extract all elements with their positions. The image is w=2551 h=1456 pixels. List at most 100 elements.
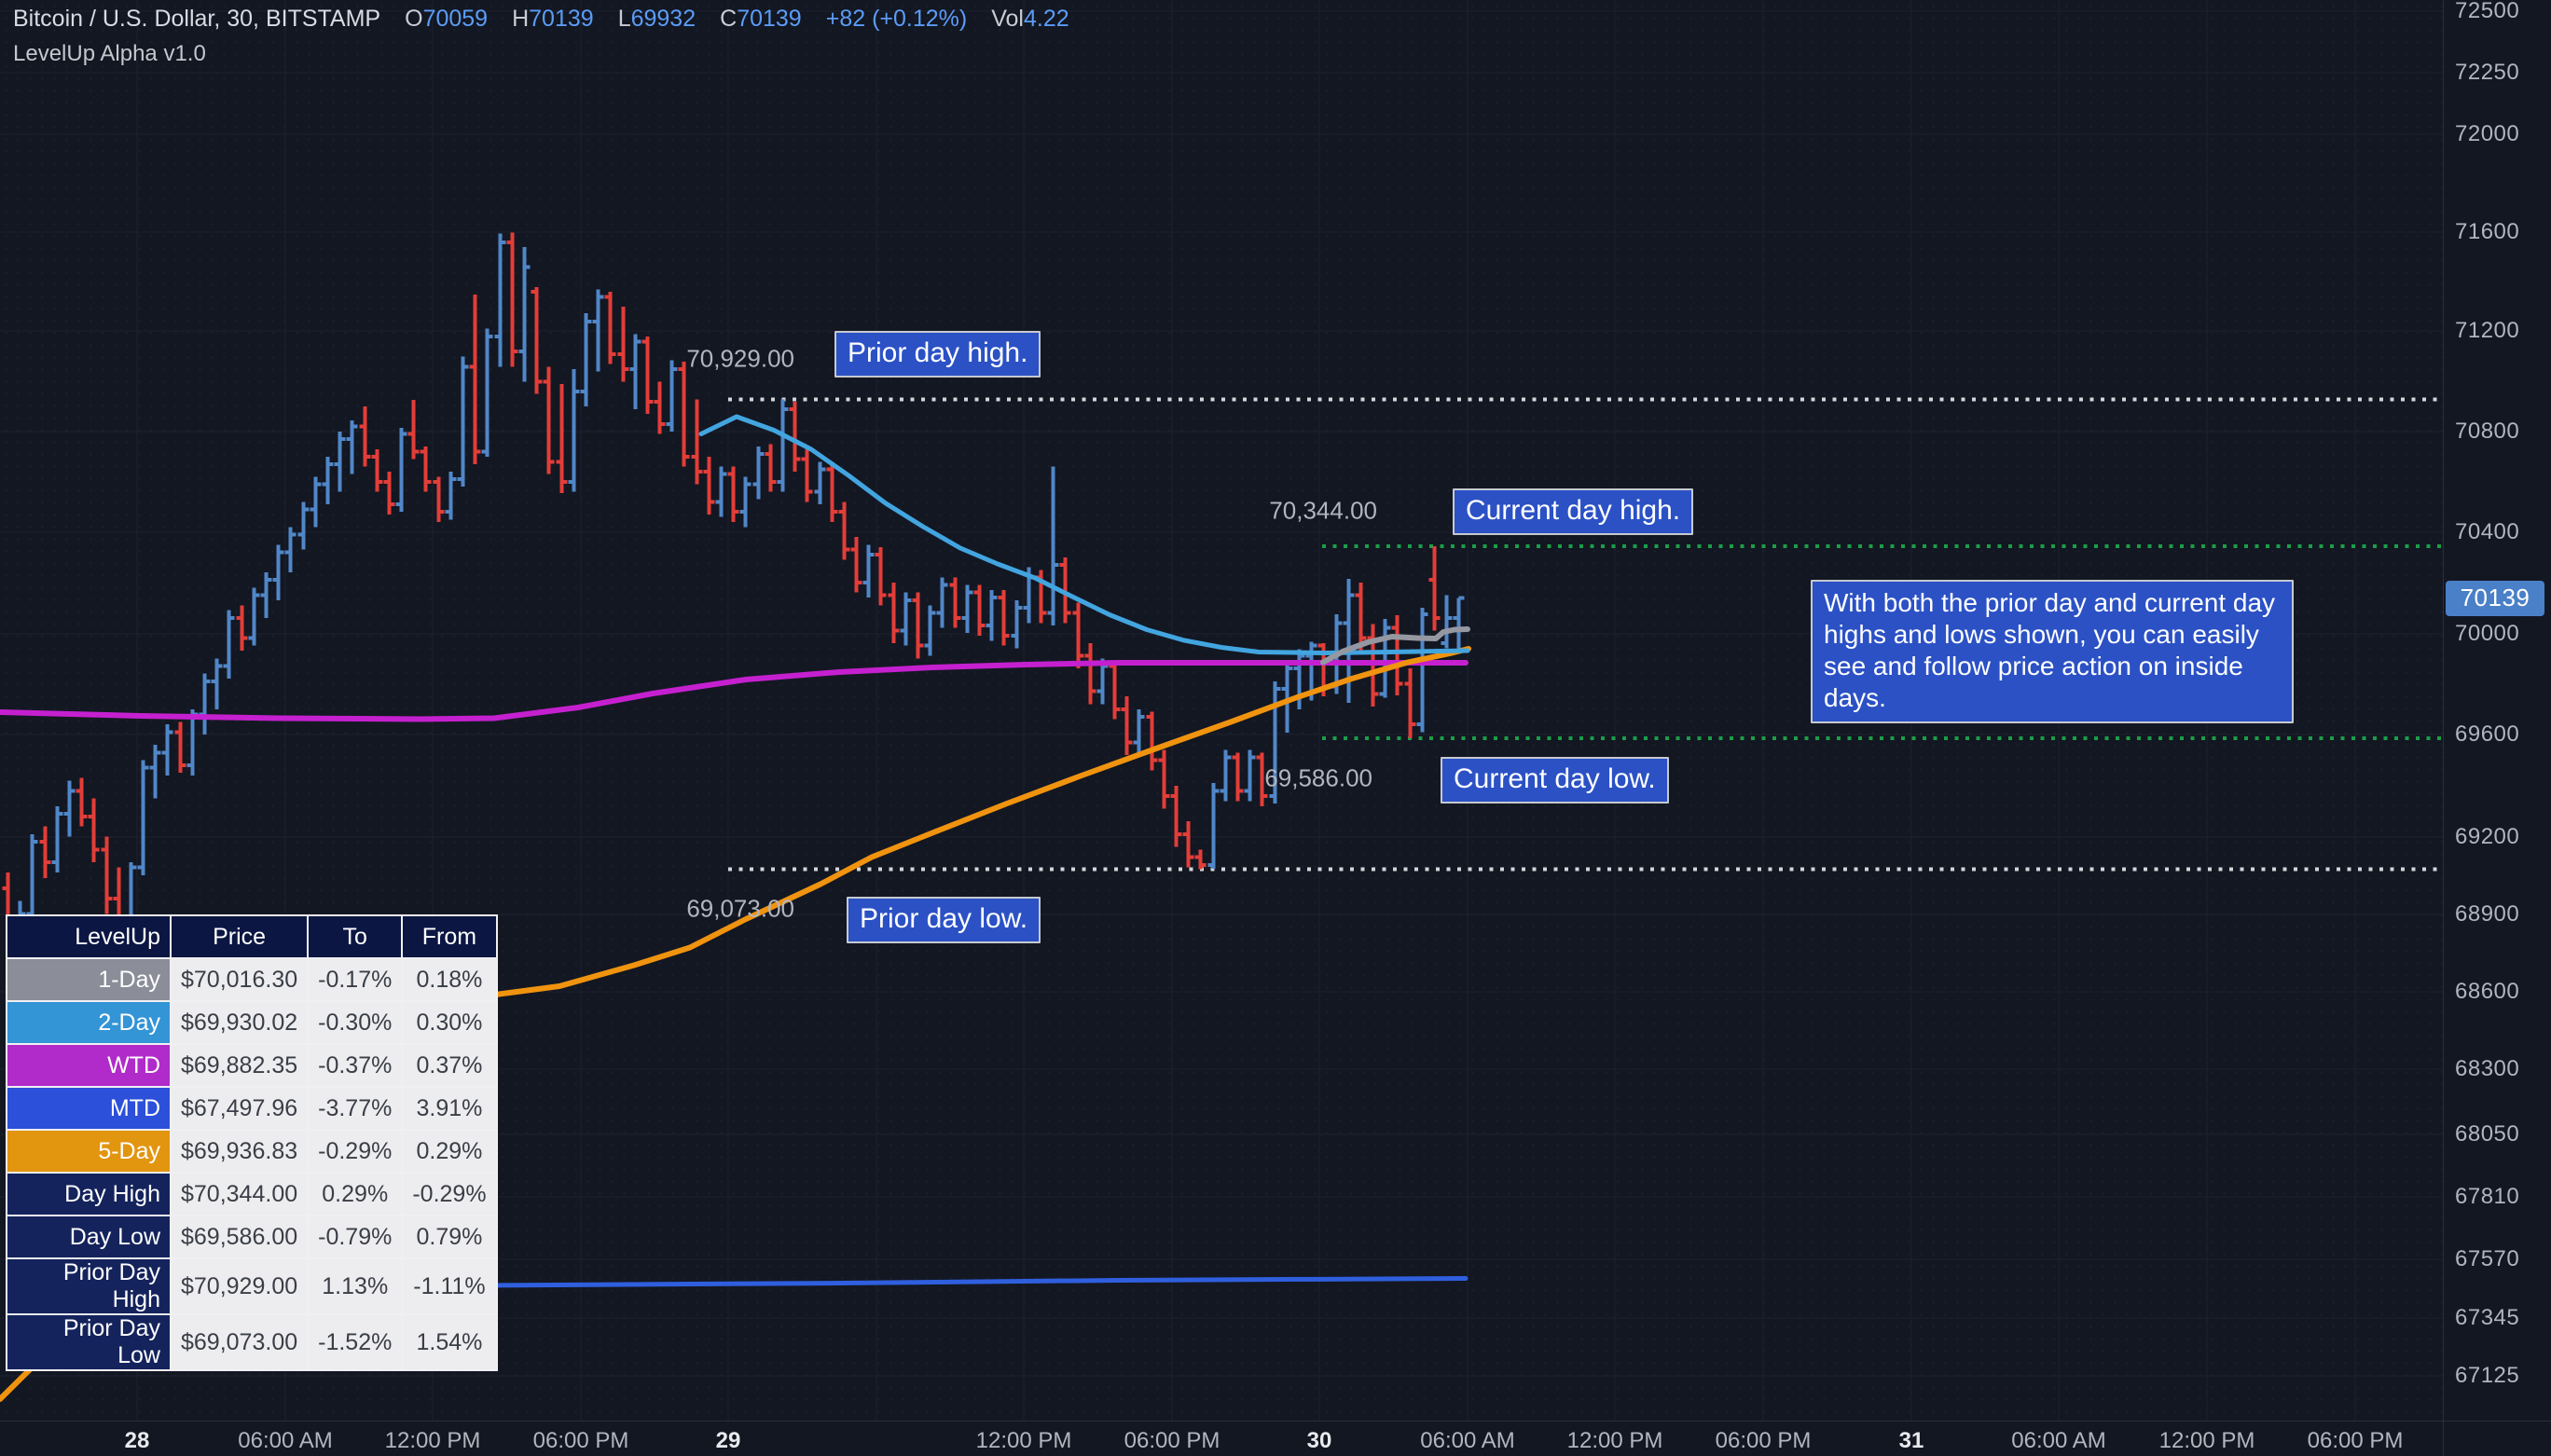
level-from: -0.29% (401, 1172, 498, 1216)
level-name: WTD (6, 1043, 172, 1088)
level-name: Day Low (6, 1215, 172, 1259)
level-price: $69,930.02 (169, 1000, 310, 1045)
level-to: -0.29% (307, 1129, 404, 1174)
indicator-title[interactable]: LevelUp Alpha v1.0 (13, 41, 206, 66)
level-to: 1.13% (307, 1257, 404, 1315)
level-price: $70,344.00 (169, 1172, 310, 1216)
price-axis-border (2443, 0, 2444, 1456)
price-tick-label: 69200 (2455, 824, 2520, 849)
price-tick-label: 68300 (2455, 1056, 2520, 1081)
time-tick-label: 06:00 PM (1715, 1428, 1812, 1453)
ma-line-1-day (1320, 626, 1470, 666)
last-price-badge: 70139 (2446, 580, 2544, 616)
column-header-levelup: LevelUp (6, 914, 172, 959)
symbol-title[interactable]: Bitcoin / U.S. Dollar, 30, BITSTAMP (13, 6, 381, 32)
levelup-table: LevelUp Price To From 1-Day $70,016.30 -0.17% 0… (6, 914, 498, 1371)
level-to: -0.79% (307, 1215, 404, 1259)
level-price: $69,882.35 (169, 1043, 310, 1088)
time-tick-label: 06:00 PM (1124, 1428, 1220, 1453)
level-name: Day High (6, 1172, 172, 1216)
level-name: MTD (6, 1086, 172, 1131)
time-tick-label: 12:00 PM (975, 1428, 1072, 1453)
price-tick-label: 72250 (2455, 60, 2520, 85)
level-price: $70,016.30 (169, 957, 310, 1002)
level-to: -0.30% (307, 1000, 404, 1045)
price-tick-label: 68900 (2455, 901, 2520, 927)
price-axis[interactable]: 70139 72500 72250 72000 71600 71200 70800 7040… (2444, 0, 2551, 1421)
levelup-row-mtd: MTD $67,497.96 -3.77% 3.91% (6, 1086, 498, 1131)
prior-day-low-note[interactable]: Prior day low. (847, 897, 1041, 943)
explainer-note[interactable]: With both the prior day and current day … (1811, 580, 2294, 723)
price-tick-label: 72500 (2455, 0, 2520, 23)
time-axis-border (0, 1421, 2551, 1422)
level-name: Prior Day Low (6, 1313, 172, 1371)
time-tick-label: 06:00 PM (532, 1428, 629, 1453)
column-header-price: Price (169, 914, 310, 959)
ma-line-2-day (698, 414, 1470, 655)
ma-line-mtd (479, 1276, 1469, 1288)
price-tick-label: 67570 (2455, 1246, 2520, 1271)
level-to: -1.52% (307, 1313, 404, 1371)
level-from: 0.18% (401, 957, 498, 1002)
chart-pane[interactable]: 70,929.00 70,344.00 69,586.00 69,073.00 … (0, 0, 2443, 1421)
levelup-row-day-low: Day Low $69,586.00 -0.79% 0.79% (6, 1215, 498, 1259)
level-name: Prior Day High (6, 1257, 172, 1315)
price-tick-label: 67810 (2455, 1184, 2520, 1209)
price-tick-label: 68600 (2455, 979, 2520, 1004)
level-from: 0.37% (401, 1043, 498, 1088)
price-tick-label: 67345 (2455, 1305, 2520, 1330)
level-price: $67,497.96 (169, 1086, 310, 1131)
symbol-header[interactable]: Bitcoin / U.S. Dollar, 30, BITSTAMP O700… (13, 6, 1069, 33)
levelup-row-5-day: 5-Day $69,936.83 -0.29% 0.29% (6, 1129, 498, 1174)
current-day-high-note[interactable]: Current day high. (1453, 488, 1694, 535)
time-tick-label: 06:00 AM (238, 1428, 333, 1453)
ohlc-close: C70139 (720, 6, 802, 32)
level-to: 0.29% (307, 1172, 404, 1216)
time-tick-label: 06:00 AM (1420, 1428, 1515, 1453)
ohlc-high: H70139 (512, 6, 594, 32)
ohlc-low: L69932 (617, 6, 696, 32)
level-price: $69,073.00 (169, 1313, 310, 1371)
level-from: 3.91% (401, 1086, 498, 1131)
level-price: $69,936.83 (169, 1129, 310, 1174)
level-name: 5-Day (6, 1129, 172, 1174)
time-tick-label: 12:00 PM (384, 1428, 481, 1453)
current-day-low-note[interactable]: Current day low. (1441, 757, 1669, 804)
level-price: $70,929.00 (169, 1257, 310, 1315)
level-from: 0.30% (401, 1000, 498, 1045)
level-name: 2-Day (6, 1000, 172, 1045)
levelup-row-2-day: 2-Day $69,930.02 -0.30% 0.30% (6, 1000, 498, 1045)
price-tick-label: 70400 (2455, 519, 2520, 544)
price-tick-label: 70000 (2455, 621, 2520, 646)
level-price: $69,586.00 (169, 1215, 310, 1259)
price-tick-label: 71600 (2455, 219, 2520, 244)
price-tick-label: 72000 (2455, 121, 2520, 146)
price-change: +82 (+0.12%) (825, 6, 968, 32)
price-tick-label: 68050 (2455, 1121, 2520, 1147)
time-tick-label: 12:00 PM (1566, 1428, 1663, 1453)
level-from: 0.79% (401, 1215, 498, 1259)
levelup-table-header-row: LevelUp Price To From (6, 914, 498, 959)
level-from: 0.29% (401, 1129, 498, 1174)
prior-day-high-note[interactable]: Prior day high. (834, 331, 1041, 378)
column-header-to: To (307, 914, 404, 959)
level-from: -1.11% (401, 1257, 498, 1315)
price-tick-label: 71200 (2455, 318, 2520, 343)
prior-day-high-value: 70,929.00 (686, 344, 794, 373)
price-tick-label: 70800 (2455, 419, 2520, 444)
level-from: 1.54% (401, 1313, 498, 1371)
ohlc-open: O70059 (405, 6, 489, 32)
prior-day-low-value: 69,073.00 (686, 894, 794, 923)
price-tick-label: 69600 (2455, 721, 2520, 747)
date-tick-label: 28 (124, 1428, 150, 1453)
column-header-from: From (401, 914, 498, 959)
levelup-row-prior-day-low: Prior Day Low $69,073.00 -1.52% 1.54% (6, 1313, 498, 1371)
time-axis[interactable]: 28 06:00 AM 12:00 PM 06:00 PM 29 12:00 PM 06:0… (0, 1422, 2551, 1456)
time-tick-label: 06:00 PM (2307, 1428, 2404, 1453)
volume: Vol4.22 (991, 6, 1069, 32)
levelup-row-wtd: WTD $69,882.35 -0.37% 0.37% (6, 1043, 498, 1088)
time-tick-label: 06:00 AM (2011, 1428, 2106, 1453)
date-tick-label: 30 (1306, 1428, 1332, 1453)
level-name: 1-Day (6, 957, 172, 1002)
